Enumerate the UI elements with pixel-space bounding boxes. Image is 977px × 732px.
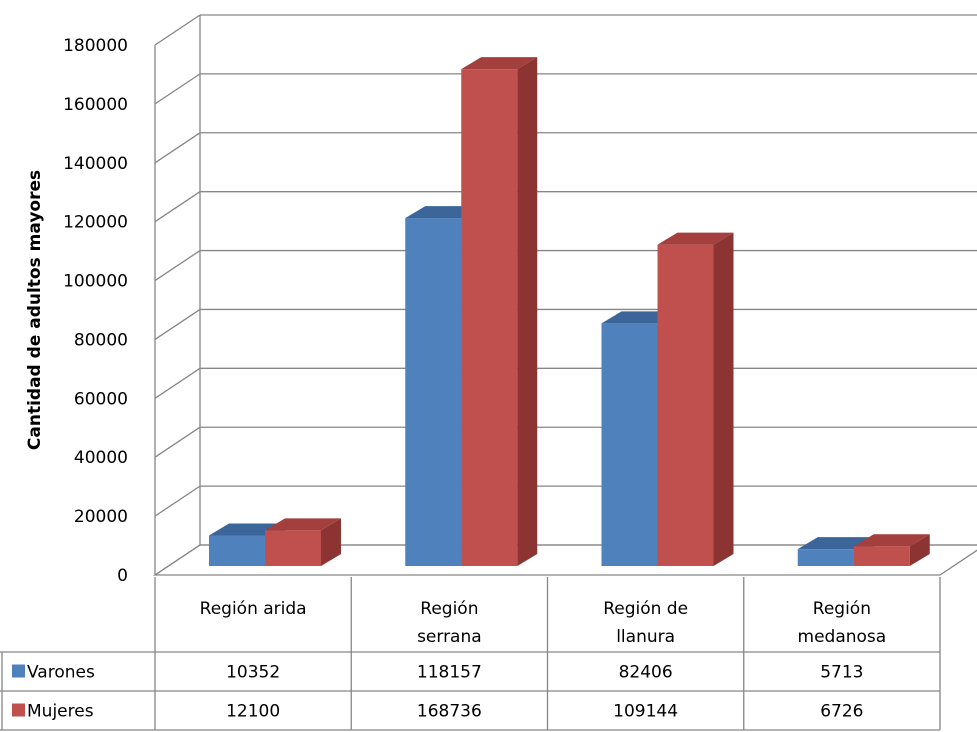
data-label: 6726 [820,702,863,722]
data-label: 168736 [417,702,482,722]
legend-label: Mujeres [27,702,94,722]
y-tick-label: 0 [117,566,128,586]
y-tick-label: 180000 [63,36,128,56]
bar-side-mujeres [321,518,341,566]
data-label: 118157 [417,663,482,683]
gridline-depth [154,132,201,164]
bar-top-mujeres [853,534,930,547]
gridline-depth [154,367,201,399]
y-tick-label: 40000 [74,448,128,468]
gridline-depth [154,250,201,282]
gridline-depth [154,73,201,105]
gridline-depth [154,191,201,223]
bar-side-mujeres [517,57,538,566]
bar-varones [797,549,854,566]
data-label: 5713 [820,663,863,683]
bar-mujeres [461,69,518,566]
data-label: 10352 [226,663,280,683]
category-label: llanura [616,627,675,647]
legend-label: Varones [27,663,95,683]
y-tick-label: 140000 [63,154,128,174]
category-label: medanosa [798,627,887,647]
category-label: Región [420,599,478,619]
y-tick-label: 120000 [63,213,128,233]
gridline-depth [154,308,201,340]
bar-mujeres [853,546,910,566]
data-label: 12100 [226,702,280,722]
bar-side-mujeres [909,534,930,566]
bar-side-mujeres [713,232,734,566]
y-axis-label: Cantidad de adultos mayores [25,170,45,450]
y-tick-label: 60000 [74,389,128,409]
bar-top-mujeres [461,57,538,70]
y-tick-label: 160000 [63,95,128,115]
category-label: Región de [603,599,688,619]
bar-top-mujeres [657,232,734,245]
category-label: Región [813,599,871,619]
bar-varones [601,323,658,566]
category-label: serrana [417,627,482,647]
legend-key-varones [12,664,25,678]
y-tick-label: 100000 [63,272,128,292]
gridline-depth [154,14,201,46]
bar-varones [405,218,462,567]
legend-key-mujeres [12,703,25,717]
gridline-depth [154,426,201,458]
data-label: 82406 [619,663,673,683]
gridline-depth [154,485,201,517]
floor [152,544,977,576]
data-label: 109144 [613,702,678,722]
bar-varones [209,535,265,566]
bar-top-mujeres [265,518,341,531]
bar-mujeres [657,244,714,566]
category-label: Región arida [200,599,307,619]
y-tick-label: 20000 [74,507,128,527]
bar-mujeres [265,530,321,566]
y-tick-label: 80000 [74,330,128,350]
